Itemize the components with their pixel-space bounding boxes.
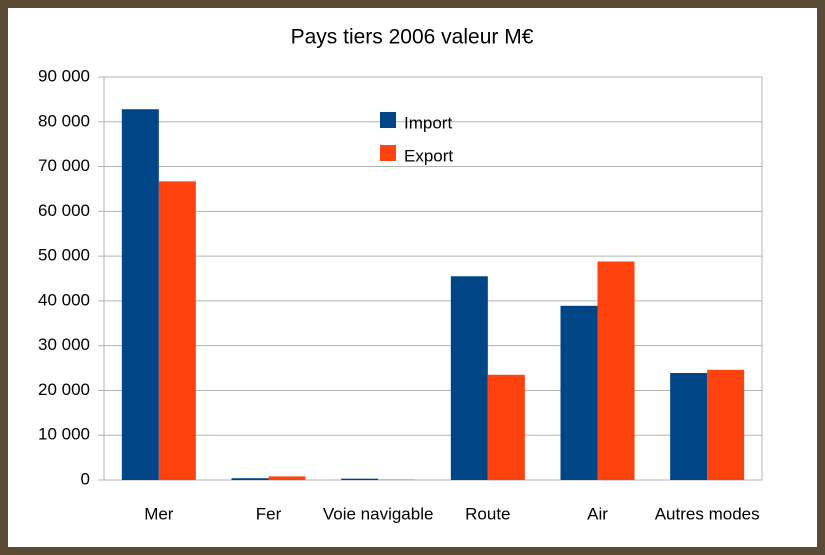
chart-title: Pays tiers 2006 valeur M€ [291, 26, 534, 49]
y-tick-label: 20 000 [38, 380, 90, 399]
y-tick-label: 40 000 [38, 290, 90, 309]
bar [707, 369, 745, 480]
bar [670, 372, 708, 480]
legend-label: Import [404, 113, 452, 132]
legend-swatch [380, 112, 396, 128]
bar [121, 109, 159, 481]
y-tick-label: 30 000 [38, 335, 90, 354]
bar [231, 478, 269, 480]
x-tick-label: Route [465, 504, 510, 523]
x-tick-label: Fer [256, 504, 282, 523]
bar [341, 478, 379, 480]
y-tick-label: 50 000 [38, 246, 90, 265]
legend-swatch [380, 145, 396, 161]
y-tick-label: 10 000 [38, 425, 90, 444]
x-tick-label: Voie navigable [323, 504, 434, 523]
legend-label: Export [404, 146, 453, 165]
bar [268, 476, 306, 480]
y-tick-label: 70 000 [38, 156, 90, 175]
x-tick-label: Mer [144, 504, 174, 523]
x-tick-label: Autres modes [655, 504, 760, 523]
y-tick-label: 0 [81, 469, 90, 488]
bar [158, 181, 196, 481]
bar [487, 374, 525, 480]
x-tick-label: Air [587, 504, 608, 523]
bar [450, 276, 488, 480]
bar [597, 261, 635, 480]
y-tick-label: 80 000 [38, 111, 90, 130]
y-tick-label: 90 000 [38, 66, 90, 85]
y-tick-label: 60 000 [38, 201, 90, 220]
bar [560, 305, 598, 480]
